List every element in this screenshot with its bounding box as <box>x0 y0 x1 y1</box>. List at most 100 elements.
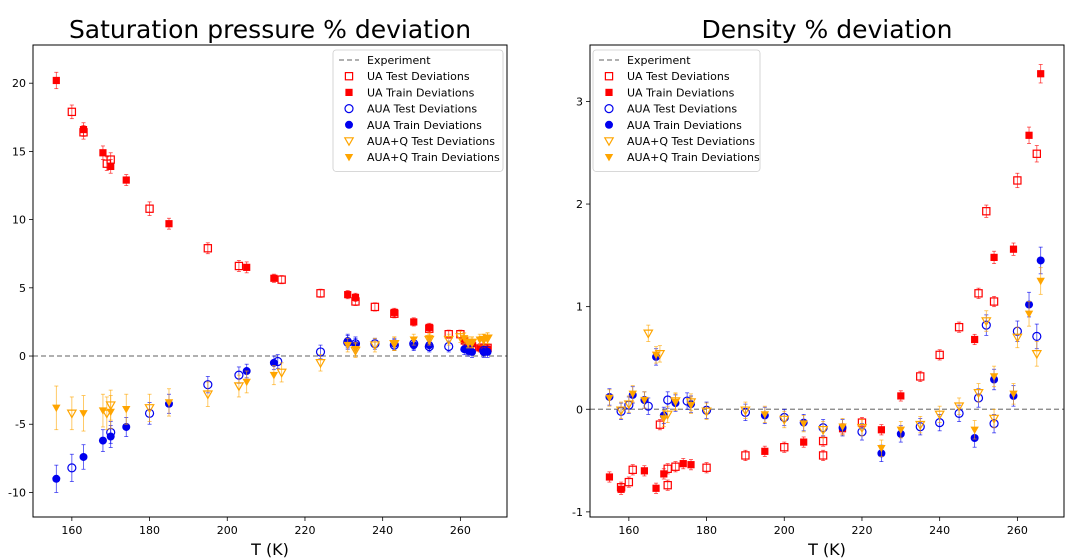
data-point <box>79 410 88 418</box>
legend-entry: UA Test Deviations <box>367 70 470 83</box>
plot-frame <box>32 44 508 518</box>
data-point <box>799 420 808 428</box>
data-point <box>1031 350 1043 360</box>
data-point <box>701 407 712 417</box>
data-point <box>1037 70 1045 78</box>
legend-marker <box>604 103 614 114</box>
data-point <box>67 463 77 473</box>
data-point <box>935 350 944 360</box>
x-tick-label: 260 <box>450 524 471 537</box>
data-point <box>643 329 654 339</box>
data-point <box>443 335 454 346</box>
density-chart: Density % deviation T (K) 160 180 200 220 240 2… <box>572 15 1065 559</box>
data-point <box>52 474 61 483</box>
data-point <box>269 371 279 380</box>
y-tick-label: 5 <box>19 282 26 295</box>
legend: Experiment UA Test Deviations UA Train Dev… <box>592 49 761 172</box>
data-point <box>640 396 649 405</box>
data-point <box>390 340 399 348</box>
legend-marker <box>605 88 613 96</box>
data-point <box>877 445 886 453</box>
data-point <box>817 425 829 436</box>
data-point <box>679 460 687 468</box>
y-tick-label: 15 <box>12 145 26 158</box>
x-tick-label: 180 <box>696 524 717 537</box>
data-point <box>390 308 398 316</box>
data-point <box>671 462 680 471</box>
data-point <box>671 398 680 407</box>
y-tick-label: 1 <box>576 301 583 314</box>
y-tick-label: -10 <box>8 486 26 499</box>
legend-marker <box>603 137 615 147</box>
data-point <box>761 447 769 455</box>
data-point <box>369 341 381 351</box>
data-point <box>818 451 828 460</box>
data-point <box>1032 149 1042 158</box>
chart-title: Density % deviation <box>702 15 953 44</box>
legend-entry: AUA Test Deviations <box>367 103 477 116</box>
legend-marker <box>604 71 614 81</box>
y-tick-label: 0 <box>576 403 583 416</box>
data-point <box>316 289 325 298</box>
data-point <box>277 275 286 284</box>
data-point <box>974 289 983 298</box>
data-point <box>615 406 627 416</box>
data-point <box>877 426 885 434</box>
chart-title: Saturation pressure % deviation <box>69 15 471 44</box>
data-point <box>234 261 244 271</box>
legend-entry: UA Test Deviations <box>627 70 730 83</box>
legend-entry: AUA+Q Train Deviations <box>367 151 500 164</box>
y-tick-label: 10 <box>12 214 26 227</box>
legend-entry: AUA Test Deviations <box>627 103 737 116</box>
data-point <box>270 274 278 282</box>
data-point <box>662 410 673 420</box>
y-tick-label: 3 <box>576 95 583 108</box>
data-point <box>79 125 88 134</box>
data-point <box>624 477 634 487</box>
data-point <box>203 244 213 253</box>
data-point <box>99 149 107 157</box>
data-point <box>628 465 637 475</box>
data-point <box>144 404 155 414</box>
y-tick-label: -5 <box>15 418 26 431</box>
data-point <box>483 335 492 343</box>
x-tick-label: 240 <box>372 524 393 537</box>
data-point <box>779 415 790 425</box>
data-point <box>344 291 352 299</box>
data-point <box>467 339 477 347</box>
data-point <box>651 351 661 360</box>
data-point <box>122 406 131 414</box>
data-point <box>66 409 78 419</box>
y-tick-label: 20 <box>12 77 26 90</box>
data-point <box>351 293 360 301</box>
data-point <box>1012 333 1023 343</box>
y-tick-label: 0 <box>19 350 26 363</box>
data-point <box>1013 176 1022 185</box>
data-point <box>605 394 614 403</box>
data-point <box>640 467 648 475</box>
x-axis-label: T (K) <box>807 540 846 559</box>
data-point <box>164 399 174 407</box>
x-tick-label: 200 <box>774 524 795 537</box>
data-point <box>165 220 173 228</box>
data-point <box>663 480 672 490</box>
data-point <box>410 318 418 326</box>
data-point <box>425 323 433 331</box>
data-point <box>982 207 991 216</box>
x-tick-label: 160 <box>61 524 82 537</box>
data-point <box>106 432 115 441</box>
legend-marker <box>345 88 353 96</box>
legend-marker <box>344 103 354 114</box>
data-point <box>760 411 770 419</box>
data-point <box>122 422 131 431</box>
legend-marker <box>345 120 353 129</box>
data-point <box>973 389 984 399</box>
data-point <box>687 461 695 469</box>
x-tick-label: 260 <box>1007 524 1028 537</box>
data-point <box>370 302 380 312</box>
data-point <box>107 162 115 171</box>
data-point <box>628 390 637 399</box>
plot-frame <box>589 44 1065 518</box>
legend-marker <box>605 120 613 129</box>
data-point <box>686 401 696 410</box>
